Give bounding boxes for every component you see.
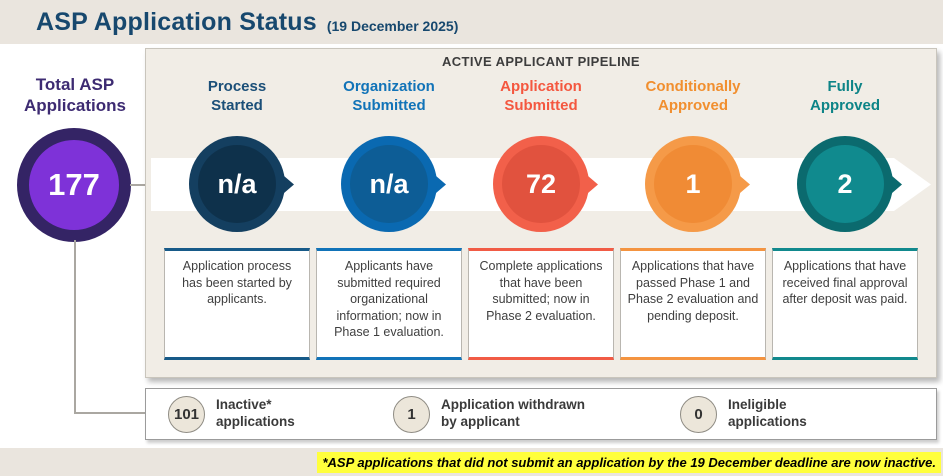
summary-count-badge: 1 bbox=[393, 395, 430, 433]
summary-item-inactive: 101 Inactive* applications bbox=[168, 389, 295, 439]
summary-count-badge: 0 bbox=[680, 395, 717, 433]
stage-value: 72 bbox=[502, 145, 580, 223]
stage-value: 1 bbox=[654, 145, 732, 223]
stage-value: 2 bbox=[806, 145, 884, 223]
footnote-text: *ASP applications that did not submit an… bbox=[317, 451, 941, 473]
stage-circle: 72 bbox=[493, 136, 589, 232]
summary-label: Inactive* applications bbox=[216, 397, 295, 429]
pipeline-title: ACTIVE APPLICANT PIPELINE bbox=[441, 54, 641, 69]
stage-circle: 1 bbox=[645, 136, 741, 232]
stage-title: Application Submitted bbox=[500, 78, 582, 114]
summary-label: Ineligible applications bbox=[728, 397, 807, 429]
stage-column-conditionally-approved: Conditionally Approved 1 Applications th… bbox=[617, 48, 769, 378]
stage-description-card: Applicants have submitted required organ… bbox=[316, 248, 462, 360]
title-band: ASP Application Status (19 December 2025… bbox=[0, 0, 943, 44]
stage-title: Conditionally Approved bbox=[645, 78, 741, 114]
stage-description-card: Applications that have received final ap… bbox=[772, 248, 918, 360]
stage-circle: 2 bbox=[797, 136, 893, 232]
stage-column-application-submitted: Application Submitted 72 Complete applic… bbox=[465, 48, 617, 378]
stage-description-card: Complete applications that have been sub… bbox=[468, 248, 614, 360]
connector-line-horizontal-top bbox=[130, 184, 147, 186]
stage-column-fully-approved: Fully Approved 2 Applications that have … bbox=[769, 48, 921, 378]
page-title: ASP Application Status bbox=[36, 7, 317, 36]
stage-circle: n/a bbox=[189, 136, 285, 232]
stage-description-card: Application process has been started by … bbox=[164, 248, 310, 360]
stage-value: n/a bbox=[350, 145, 428, 223]
total-applications-value: 177 bbox=[48, 167, 100, 202]
connector-line-vertical bbox=[74, 240, 76, 414]
total-applications-circle: 177 bbox=[17, 128, 131, 242]
summary-count-badge: 101 bbox=[168, 395, 205, 433]
connector-line-horizontal-bottom bbox=[74, 412, 147, 414]
stage-title: Process Started bbox=[207, 78, 267, 114]
stage-circle: n/a bbox=[341, 136, 437, 232]
stage-title: Fully Approved bbox=[809, 78, 880, 114]
stage-title: Organization Submitted bbox=[343, 78, 435, 114]
summary-label: Application withdrawn by applicant bbox=[441, 397, 585, 429]
total-applications-label: Total ASP Applications bbox=[23, 75, 126, 116]
footnote-bar: *ASP applications that did not submit an… bbox=[0, 448, 943, 476]
stage-value: n/a bbox=[198, 145, 276, 223]
stage-description-card: Applications that have passed Phase 1 an… bbox=[620, 248, 766, 360]
stage-column-organization-submitted: Organization Submitted n/a Applicants ha… bbox=[313, 48, 465, 378]
summary-item-withdrawn: 1 Application withdrawn by applicant bbox=[393, 389, 585, 439]
page-title-date: (19 December 2025) bbox=[326, 17, 459, 34]
summary-bar: 101 Inactive* applications 1 Application… bbox=[145, 388, 937, 440]
summary-item-ineligible: 0 Ineligible applications bbox=[680, 389, 807, 439]
stage-column-process-started: Process Started n/a Application process … bbox=[161, 48, 313, 378]
